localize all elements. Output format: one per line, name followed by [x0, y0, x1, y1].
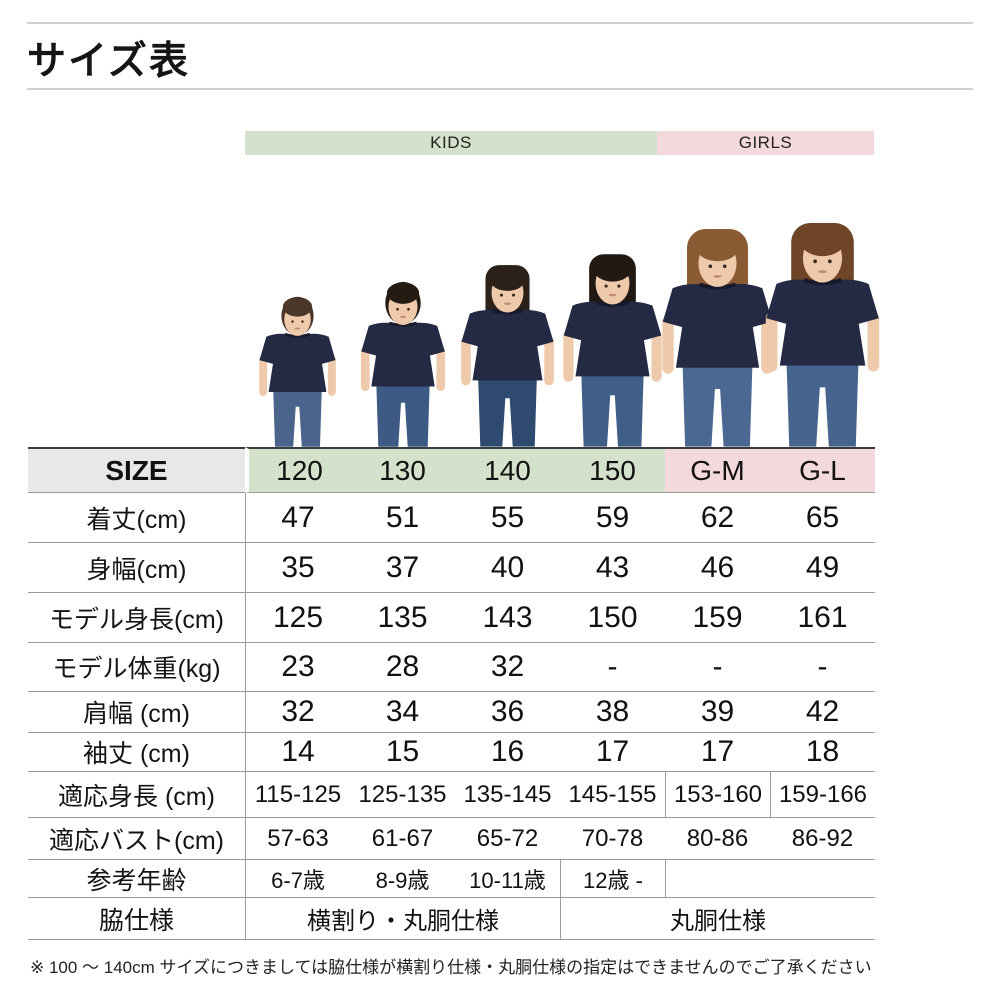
value-cell: 65: [770, 493, 875, 543]
model-photo-150: [546, 252, 679, 452]
row-label: 身幅(cm): [28, 543, 245, 593]
value-cell: 39: [665, 692, 770, 733]
size-col-150: 150: [560, 447, 665, 493]
value-cell: 14: [245, 733, 350, 772]
row-label: 適応バスト(cm): [28, 818, 245, 860]
footnote: ※ 100 ～ 140cm サイズにつきましては脇仕様が横割り仕様・丸胴仕様の指…: [30, 958, 872, 977]
row-label: 参考年齢: [28, 860, 245, 898]
value-cell: 38: [560, 692, 665, 733]
value-cell: 46: [665, 543, 770, 593]
value-cell: 55: [455, 493, 560, 543]
value-cell: 12歳 -: [560, 860, 665, 898]
value-cell: 135: [350, 593, 455, 643]
size-header-cell: SIZE: [28, 447, 245, 493]
value-cell: 17: [560, 733, 665, 772]
model-photo-140: [445, 263, 570, 452]
value-cell: 15: [350, 733, 455, 772]
value-cell: 16: [455, 733, 560, 772]
row-label: 着丈(cm): [28, 493, 245, 543]
value-cell: 150: [560, 593, 665, 643]
model-photo-G-L: [746, 222, 899, 452]
value-cell: 40: [455, 543, 560, 593]
value-cell: 125-135: [350, 772, 455, 818]
value-cell: 65-72: [455, 818, 560, 860]
table-row: 身幅(cm) 35 37 40 43 46 49: [28, 543, 875, 593]
value-cell: 17: [665, 733, 770, 772]
table-row: 適応バスト(cm) 57-63 61-67 65-72 70-78 80-86 86-92: [28, 818, 875, 860]
value-cell: 125: [245, 593, 350, 643]
row-label: モデル身長(cm): [28, 593, 245, 643]
value-cell: 115-125: [245, 772, 350, 818]
value-cell: 57-63: [245, 818, 350, 860]
value-cell: 10-11歳: [455, 860, 560, 898]
value-cell: 159-166: [770, 772, 875, 818]
value-cell: 145-155: [560, 772, 665, 818]
value-cell: 42: [770, 692, 875, 733]
row-label: 袖丈 (cm): [28, 733, 245, 772]
model-photo-130: [346, 280, 460, 452]
value-cell: 143: [455, 593, 560, 643]
girls-group-header: GIRLS: [657, 131, 874, 155]
value-cell: 62: [665, 493, 770, 543]
table-row: 着丈(cm) 47 51 55 59 62 65: [28, 493, 875, 543]
value-cell: 49: [770, 543, 875, 593]
value-cell: 51: [350, 493, 455, 543]
model-photo-G-M: [643, 228, 792, 452]
table-row: 参考年齢 6-7歳 8-9歳 10-11歳 12歳 -: [28, 860, 875, 898]
value-cell: -: [770, 643, 875, 692]
value-cell: 61-67: [350, 818, 455, 860]
value-cell: 18: [770, 733, 875, 772]
value-cell: 36: [455, 692, 560, 733]
table-row: 肩幅 (cm) 32 34 36 38 39 42: [28, 692, 875, 733]
size-col-G-L: G-L: [770, 447, 875, 493]
value-cell: 86-92: [770, 818, 875, 860]
value-cell: 8-9歳: [350, 860, 455, 898]
page-title: サイズ表: [27, 40, 190, 83]
value-cell: 6-7歳: [245, 860, 350, 898]
row-label: モデル体重(kg): [28, 643, 245, 692]
value-cell: 161: [770, 593, 875, 643]
size-col-120: 120: [245, 447, 350, 493]
merged-cell: 丸胴仕様: [560, 898, 875, 940]
value-cell: 47: [245, 493, 350, 543]
divider-line-under-title: [27, 88, 973, 90]
row-label: 適応身長 (cm): [28, 772, 245, 818]
table-row: 脇仕様 横割り・丸胴仕様 丸胴仕様: [28, 898, 875, 940]
value-cell: 28: [350, 643, 455, 692]
table-row: 適応身長 (cm) 115-125 125-135 135-145 145-155 153…: [28, 772, 875, 818]
size-col-140: 140: [455, 447, 560, 493]
value-cell: 32: [245, 692, 350, 733]
value-cell: 159: [665, 593, 770, 643]
value-cell: 153-160: [665, 772, 770, 818]
table-row-size: SIZE 120 130 140 150 G-M G-L: [28, 447, 875, 493]
size-col-130: 130: [350, 447, 455, 493]
value-cell: 34: [350, 692, 455, 733]
value-cell: 23: [245, 643, 350, 692]
row-label: 肩幅 (cm): [28, 692, 245, 733]
model-photos: [0, 0, 1000, 447]
empty-cell: [665, 860, 875, 898]
value-cell: -: [560, 643, 665, 692]
value-cell: 59: [560, 493, 665, 543]
table-row: 袖丈 (cm) 14 15 16 17 17 18: [28, 733, 875, 772]
merged-cell: 横割り・丸胴仕様: [245, 898, 560, 940]
size-table: SIZE 120 130 140 150 G-M G-L 着丈(cm) 47 51 55 59 62 65…: [28, 447, 875, 940]
value-cell: 32: [455, 643, 560, 692]
value-cell: 43: [560, 543, 665, 593]
table-row: モデル体重(kg) 23 28 32- - -: [28, 643, 875, 692]
model-photo-120: [246, 295, 349, 452]
value-cell: 135-145: [455, 772, 560, 818]
size-col-G-M: G-M: [665, 447, 770, 493]
value-cell: 70-78: [560, 818, 665, 860]
value-cell: -: [665, 643, 770, 692]
kids-group-header: KIDS: [245, 131, 657, 155]
value-cell: 80-86: [665, 818, 770, 860]
row-label: 脇仕様: [28, 898, 245, 940]
divider-line-top: [27, 22, 973, 24]
value-cell: 35: [245, 543, 350, 593]
value-cell: 37: [350, 543, 455, 593]
table-row: モデル身長(cm) 125 135 143 150 159 161: [28, 593, 875, 643]
